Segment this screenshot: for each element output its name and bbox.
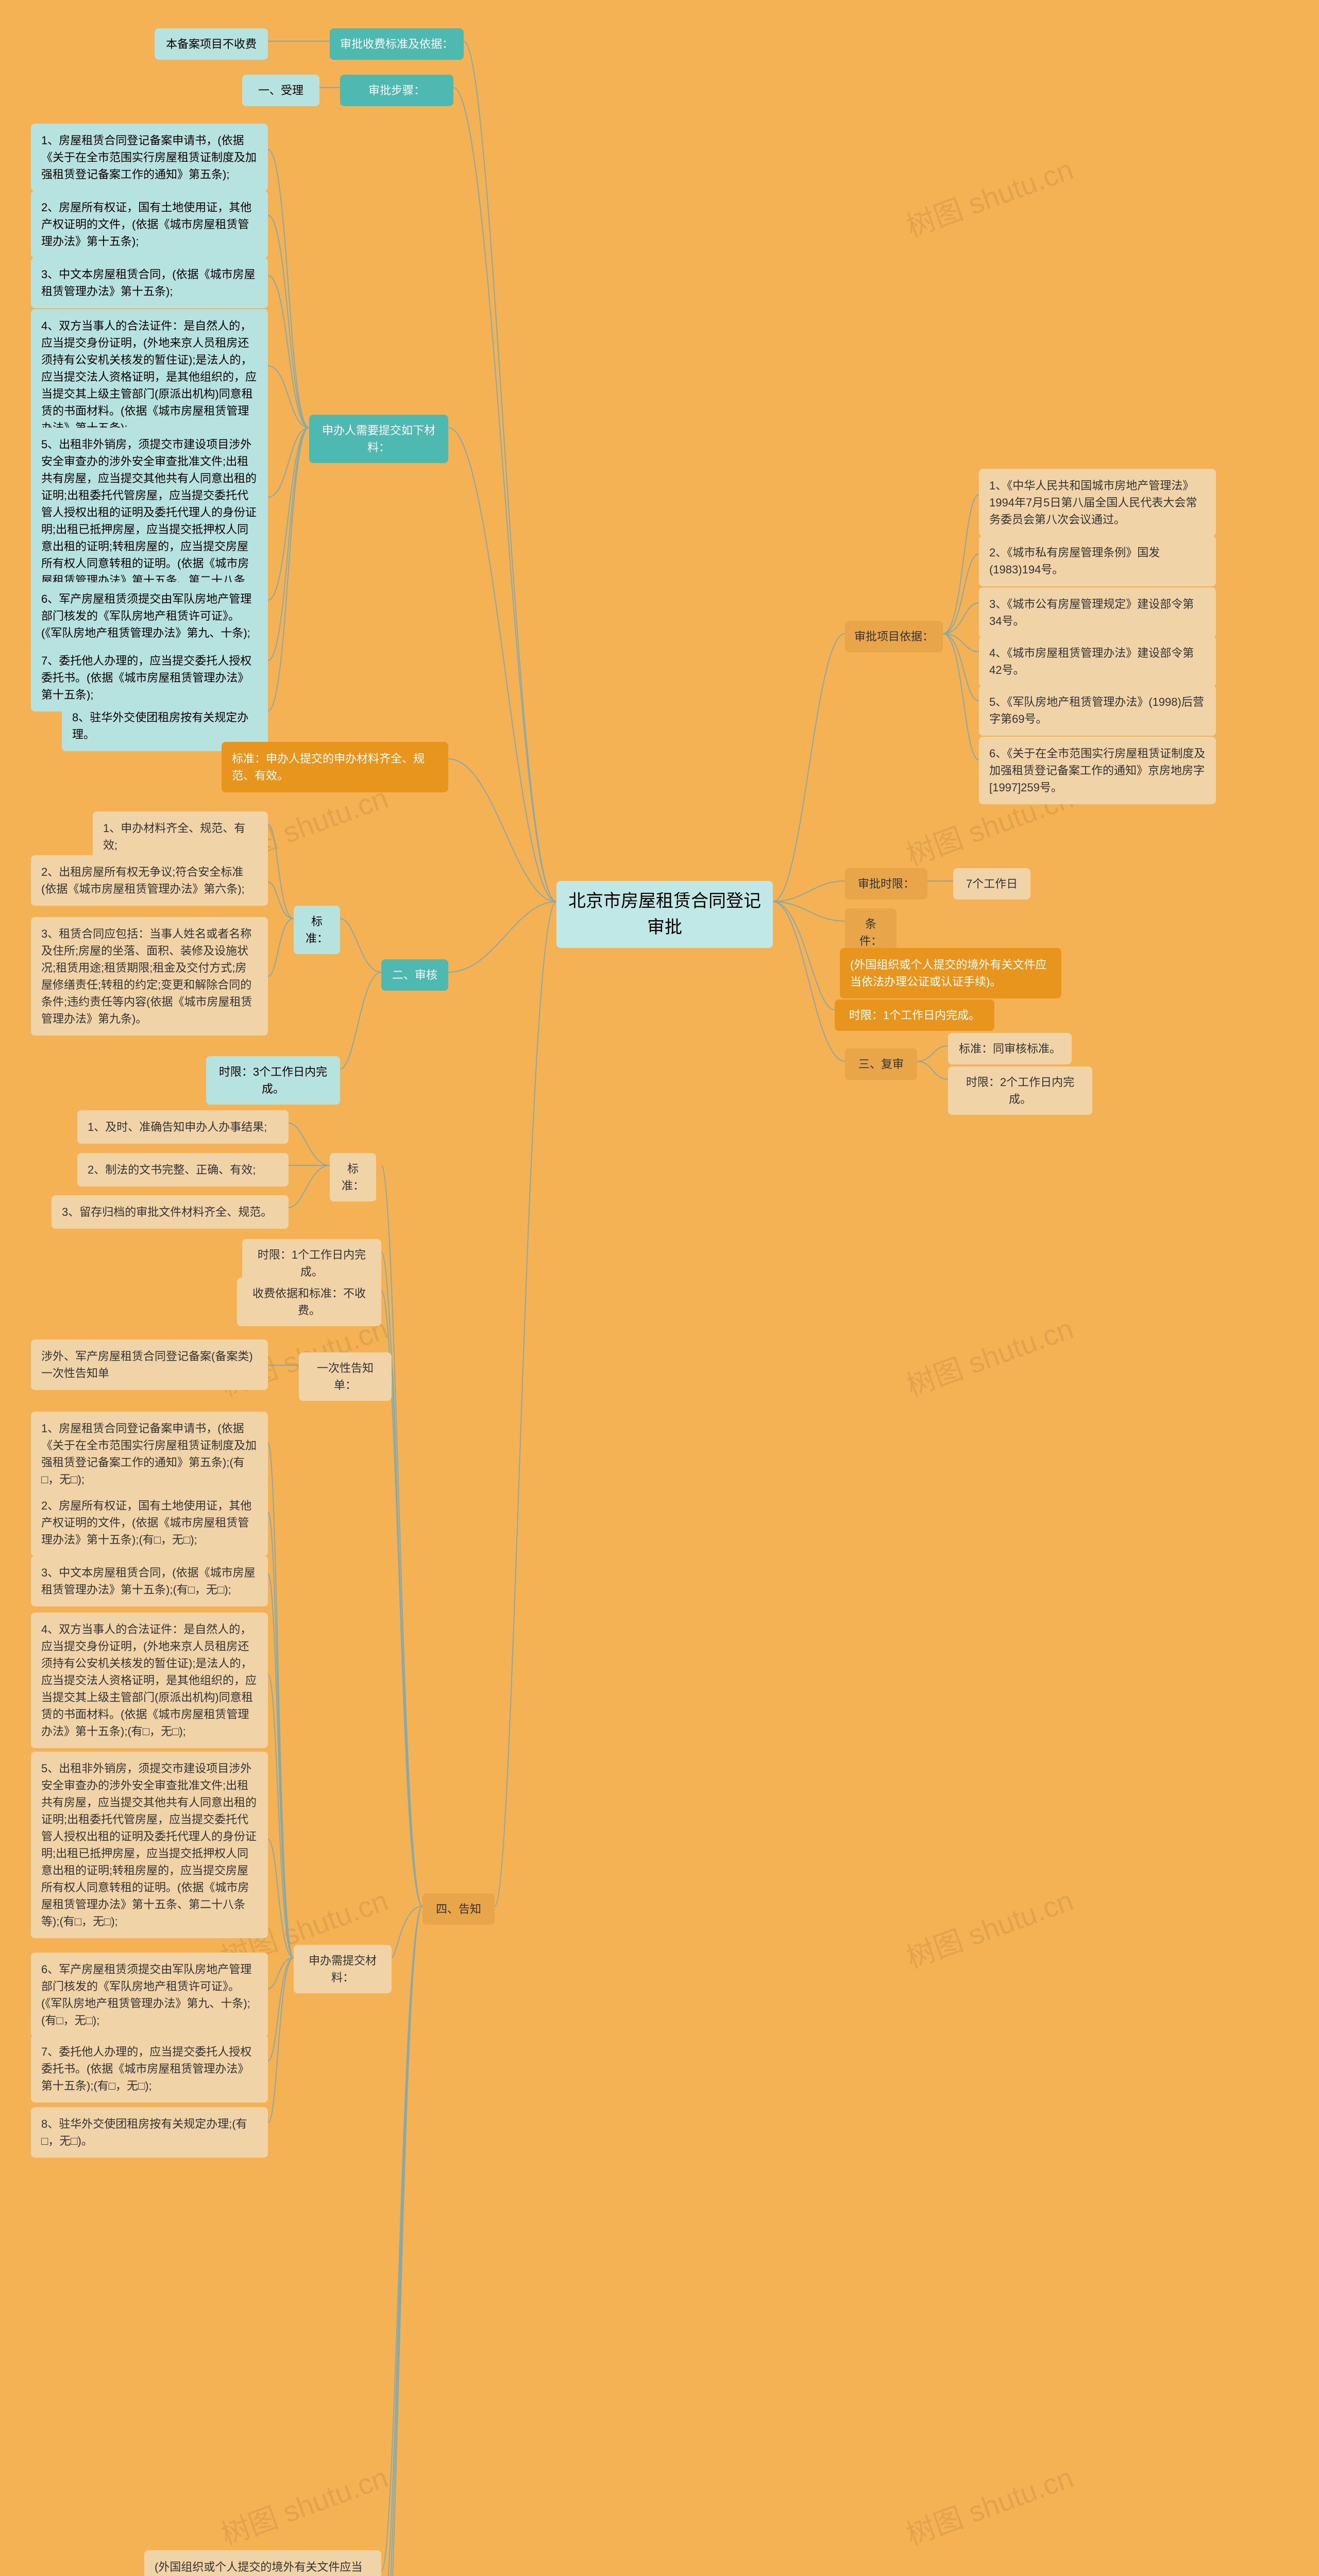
leaf-material-3: 3、中文本房屋租赁合同，(依据《城市房屋租赁管理办法》第十五条);: [31, 258, 268, 308]
leaf-standard: 标准：申办人提交的申办材料齐全、规范、有效。: [222, 742, 448, 792]
leaf-review-time: 时限：3个工作日内完成。: [206, 1056, 340, 1105]
leaf-basis-3: 3、《城市公有房屋管理规定》建设部令第34号。: [979, 587, 1216, 638]
leaf-once-item-7: 7、委托他人办理的，应当提交委托人授权委托书。(依据《城市房屋租赁管理办法》第十…: [31, 2035, 268, 2103]
leaf-review-std-3: 3、租赁合同应包括：当事人姓名或者名称及住所;房屋的坐落、面积、装修及设施状况;…: [31, 917, 268, 1036]
leaf-notify-std-2: 2、制法的文书完整、正确、有效;: [77, 1153, 289, 1187]
node-review-std-label: 标准：: [294, 906, 340, 954]
leaf-once-item-2: 2、房屋所有权证，国有土地使用证，其他产权证明的文件，(依据《城市房屋租赁管理办…: [31, 1489, 268, 1556]
leaf-once-item-5: 5、出租非外销房，须提交市建设项目涉外安全审查办的涉外安全审查批准文件;出租共有…: [31, 1752, 268, 1938]
watermark: 树图 shutu.cn: [900, 1877, 1078, 1976]
branch-review: 二、审核: [381, 959, 448, 991]
leaf-basis-2: 2、《城市私有房屋管理条例》国发(1983)194号。: [979, 536, 1216, 586]
watermark: 树图 shutu.cn: [214, 2454, 393, 2553]
leaf-once-item-6: 6、军产房屋租赁须提交由军队房地产管理部门核发的《军队房地产租赁许可证》。(《军…: [31, 1953, 268, 2037]
leaf-notify-std-1: 1、及时、准确告知申办人办事结果;: [77, 1110, 289, 1144]
leaf-condition-value: (外国组织或个人提交的境外有关文件应当依法办理公证或认证手续)。: [840, 948, 1061, 998]
leaf-once-item-4: 4、双方当事人的合法证件：是自然人的，应当提交身份证明，(外地来京人员租房还须持…: [31, 1613, 268, 1748]
branch-timelimit: 审批时限：: [845, 868, 927, 900]
leaf-material-6: 6、军产房屋租赁须提交由军队房地产管理部门核发的《军队房地产租赁许可证》。(《军…: [31, 582, 268, 650]
branch-recheck: 三、复审: [845, 1048, 917, 1080]
branch-basis: 审批项目依据：: [845, 621, 943, 652]
leaf-once-extra-1: (外国组织或个人提交的境外有关文件应当依法办理公证或认证手续)。: [144, 2550, 381, 2576]
branch-materials: 申办人需要提交如下材料：: [309, 415, 448, 463]
leaf-once-item-8: 8、驻华外交使团租房按有关规定办理;(有□，无□)。: [31, 2107, 268, 2158]
root-node: 北京市房屋租赁合同登记审批: [556, 881, 773, 948]
leaf-basis-4: 4、《城市房屋租赁管理办法》建设部令第42号。: [979, 636, 1216, 687]
leaf-material-4: 4、双方当事人的合法证件：是自然人的，应当提交身份证明，(外地来京人员租房还须持…: [31, 309, 268, 445]
leaf-fee-basis-value: 本备案项目不收费: [155, 28, 268, 60]
leaf-timelimit-value: 7个工作日: [953, 868, 1030, 900]
watermark: 树图 shutu.cn: [900, 146, 1078, 245]
leaf-review-std-1: 1、申办材料齐全、规范、有效;: [93, 811, 268, 862]
leaf-basis-1: 1、《中华人民共和国城市房地产管理法》1994年7月5日第八届全国人民代表大会常…: [979, 469, 1216, 536]
leaf-once-item-3: 3、中文本房屋租赁合同，(依据《城市房屋租赁管理办法》第十五条);(有□，无□)…: [31, 1556, 268, 1606]
watermark: 树图 shutu.cn: [900, 2454, 1078, 2553]
leaf-notify-fee: 收费依据和标准：不收费。: [237, 1278, 381, 1326]
branch-steps: 审批步骤：: [340, 75, 453, 106]
leaf-basis-6: 6、《关于在全市范围实行房屋租赁证制度及加强租赁登记备案工作的通知》京房地房字[…: [979, 737, 1216, 804]
leaf-basis-5: 5、《军队房地产租赁管理办法》(1998)后营字第69号。: [979, 685, 1216, 736]
leaf-material-1: 1、房屋租赁合同登记备案申请书，(依据《关于在全市范围实行房屋租赁证制度及加强租…: [31, 124, 268, 191]
leaf-period: 时限：1个工作日内完成。: [835, 999, 994, 1031]
leaf-notify-std-3: 3、留存归档的审批文件材料齐全、规范。: [52, 1195, 289, 1229]
node-notify-once-label: 一次性告知单：: [299, 1352, 392, 1401]
branch-fee-basis: 审批收费标准及依据：: [330, 28, 464, 60]
leaf-step-accept: 一、受理: [242, 75, 319, 106]
leaf-material-2: 2、房屋所有权证，国有土地使用证，其他产权证明的文件，(依据《城市房屋租赁管理办…: [31, 191, 268, 258]
node-notify-once-matlabel: 申办需提交材料：: [294, 1945, 392, 1993]
leaf-notify-once-title: 涉外、军产房屋租赁合同登记备案(备案类)一次性告知单: [31, 1340, 268, 1390]
leaf-recheck-std: 标准：同审核标准。: [948, 1033, 1072, 1064]
watermark: 树图 shutu.cn: [900, 1306, 1078, 1404]
leaf-once-item-1: 1、房屋租赁合同登记备案申请书，(依据《关于在全市范围实行房屋租赁证制度及加强租…: [31, 1412, 268, 1496]
node-notify-std-label: 标准：: [330, 1153, 376, 1201]
branch-notify: 四、告知: [422, 1893, 495, 1925]
leaf-recheck-time: 时限：2个工作日内完成。: [948, 1066, 1092, 1115]
leaf-review-std-2: 2、出租房屋所有权无争议;符合安全标准(依据《城市房屋租赁管理办法》第六条);: [31, 855, 268, 906]
